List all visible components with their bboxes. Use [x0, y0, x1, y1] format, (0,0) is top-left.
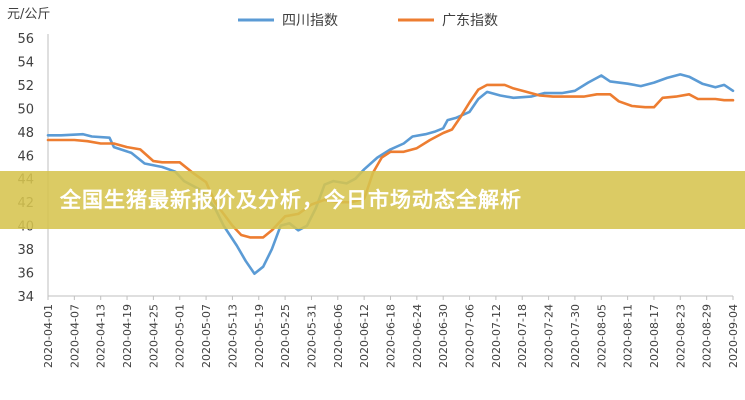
x-tick-label: 2020-07-30 [569, 304, 582, 368]
x-tick-label: 2020-06-12 [358, 304, 371, 368]
x-axis: 2020-04-01 2020-04-07 2020-04-13 2020-04-19… [42, 295, 740, 368]
x-tick-label: 2020-08-17 [648, 304, 661, 368]
x-tick-label: 2020-08-05 [595, 304, 608, 368]
x-tick-label: 2020-05-01 [174, 304, 187, 368]
x-tick-label: 2020-05-07 [200, 304, 213, 368]
x-tick-label: 2020-04-07 [68, 304, 81, 368]
y-tick-label: 46 [17, 149, 34, 164]
x-tick-label: 2020-04-19 [121, 304, 134, 368]
y-tick-label: 48 [17, 126, 34, 141]
x-tick-label: 2020-07-06 [464, 304, 477, 368]
x-tick-label: 2020-05-31 [305, 304, 318, 368]
x-tick-label: 2020-06-18 [385, 304, 398, 368]
x-tick-label: 2020-07-18 [516, 304, 529, 368]
x-tick-label: 2020-07-12 [490, 304, 503, 368]
x-tick-label: 2020-08-11 [622, 304, 635, 368]
x-tick-label: 2020-05-13 [226, 304, 239, 368]
x-tick-label: 2020-08-29 [701, 304, 714, 368]
chart-legend: 四川指数 广东指数 [238, 13, 498, 29]
x-tick-label: 2020-08-23 [674, 304, 687, 368]
headline-banner: 全国生猪最新报价及分析，今日市场动态全解析 [0, 171, 745, 229]
y-tick-label: 38 [17, 243, 34, 258]
x-tick-label: 2020-04-13 [95, 304, 108, 368]
y-tick-label: 36 [17, 267, 34, 282]
x-tick-label: 2020-04-25 [147, 304, 160, 368]
x-tick-label: 2020-05-25 [279, 304, 292, 368]
x-tick-label: 2020-04-01 [42, 304, 55, 368]
series-line-2 [46, 83, 735, 239]
y-tick-label: 52 [17, 79, 34, 94]
x-tick-label: 2020-09-04 [727, 304, 740, 368]
y-tick-label: 34 [17, 290, 34, 305]
x-tick-label: 2020-06-30 [437, 304, 450, 368]
y-axis: 343638404244464850525456 [17, 32, 49, 305]
legend-label: 四川指数 [282, 13, 338, 29]
y-axis-unit-label: 元/公斤 [7, 7, 50, 22]
y-tick-label: 50 [17, 102, 34, 117]
headline-text: 全国生猪最新报价及分析，今日市场动态全解析 [60, 188, 522, 212]
legend-label: 广东指数 [442, 13, 498, 29]
x-tick-label: 2020-06-06 [332, 304, 345, 368]
x-tick-label: 2020-07-24 [543, 304, 556, 368]
y-tick-label: 54 [17, 55, 34, 70]
y-tick-label: 56 [17, 32, 34, 47]
x-tick-label: 2020-06-24 [411, 304, 424, 368]
x-tick-label: 2020-05-19 [253, 304, 266, 368]
